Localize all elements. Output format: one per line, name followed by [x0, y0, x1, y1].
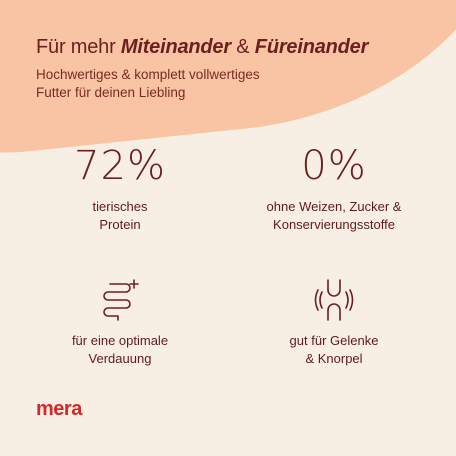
joint-icon — [314, 279, 354, 321]
feature-no-additives: 0% ohne Weizen, Zucker & Konservierungss… — [234, 142, 434, 234]
additives-percentage: 0% — [301, 143, 367, 189]
protein-percentage: 72% — [74, 143, 166, 189]
feature-label-line-2: & Knorpel — [305, 351, 363, 366]
feature-label-line-1: für eine optimale — [71, 333, 169, 348]
feature-label-line-2: Verdauung — [88, 351, 152, 366]
feature-label-line-2: Konservierungsstoffe — [273, 217, 395, 232]
feature-digestion: für eine optimale Verdauung — [20, 276, 220, 368]
title-connector: & — [230, 36, 255, 58]
feature-label-line-1: tierisches — [92, 199, 148, 214]
feature-label: gut für Gelenke & Knorpel — [234, 332, 434, 368]
feature-label: ohne Weizen, Zucker & Konservierungsstof… — [234, 198, 434, 234]
feature-joints: gut für Gelenke & Knorpel — [234, 276, 434, 368]
feature-label-line-1: ohne Weizen, Zucker & — [266, 199, 402, 214]
feature-label-line-2: Protein — [99, 217, 141, 232]
subtitle-line-2: Futter für deinen Liebling — [36, 85, 186, 100]
page-title: Für mehr Miteinander & Füreinander — [36, 36, 368, 59]
title-prefix: Für mehr — [36, 36, 121, 58]
title-emphasis-2: Füreinander — [254, 36, 369, 58]
title-emphasis-1: Miteinander — [120, 36, 231, 58]
subtitle-line-1: Hochwertiges & komplett vollwertiges — [36, 67, 260, 82]
feature-protein: 72% tierisches Protein — [20, 142, 220, 234]
feature-label-line-1: gut für Gelenke — [289, 333, 379, 348]
feature-label: tierisches Protein — [20, 198, 220, 234]
intestine-icon — [103, 279, 139, 321]
brand-logo: mera — [36, 398, 82, 420]
feature-label: für eine optimale Verdauung — [20, 332, 220, 368]
subtitle: Hochwertiges & komplett vollwertiges Fut… — [36, 66, 336, 102]
